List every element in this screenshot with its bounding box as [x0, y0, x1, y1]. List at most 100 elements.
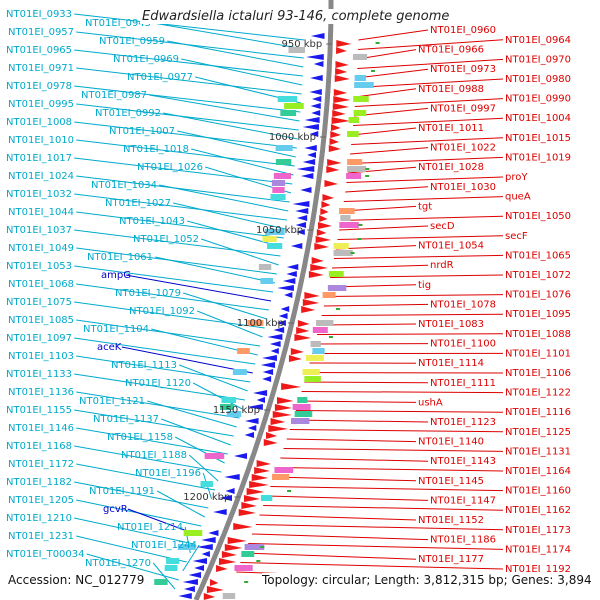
left-gene-label[interactable]: NT01EI_1027	[105, 198, 171, 209]
right-gene-label[interactable]: NT01EI_1100	[430, 339, 496, 350]
left-gene-label[interactable]: NT01EI_1146	[8, 423, 74, 434]
left-gene-label[interactable]: NT01EI_0969	[113, 54, 179, 65]
right-gene-label[interactable]: NT01EI_1125	[505, 427, 571, 438]
right-gene-label[interactable]: NT01EI_1131	[505, 446, 571, 457]
right-gene-label[interactable]: NT01EI_1022	[430, 143, 496, 154]
left-gene-label[interactable]: NT01EI_1244	[131, 540, 197, 551]
left-gene-label[interactable]: NT01EI_1075	[6, 297, 72, 308]
right-gene-label[interactable]: NT01EI_1145	[418, 476, 484, 487]
right-gene-label[interactable]: NT01EI_1101	[505, 348, 571, 359]
left-gene-label[interactable]: NT01EI_0971	[8, 63, 74, 74]
right-gene-label[interactable]: NT01EI_0960	[430, 25, 496, 36]
left-gene-label[interactable]: NT01EI_1137	[93, 414, 159, 425]
left-gene-label[interactable]: NT01EI_1133	[6, 369, 72, 380]
right-gene-label[interactable]: NT01EI_1111	[430, 378, 496, 389]
left-gene-label[interactable]: NT01EI_1104	[83, 324, 149, 335]
left-gene-label[interactable]: NT01EI_0978	[6, 81, 72, 92]
left-gene-label[interactable]: NT01EI_1158	[107, 432, 173, 443]
left-gene-label[interactable]: NT01EI_1037	[6, 225, 72, 236]
right-gene-label[interactable]: queA	[505, 192, 531, 203]
right-gene-label[interactable]: ushA	[418, 397, 443, 408]
left-gene-label[interactable]: NT01EI_1008	[6, 117, 72, 128]
right-gene-label[interactable]: NT01EI_1050	[505, 211, 571, 222]
left-gene-label[interactable]: NT01EI_1017	[6, 153, 72, 164]
right-gene-label[interactable]: nrdR	[430, 260, 454, 271]
right-gene-label[interactable]: tgt	[418, 201, 432, 212]
left-gene-label[interactable]: NT01EI_0959	[99, 36, 165, 47]
right-gene-label[interactable]: NT01EI_1030	[430, 182, 496, 193]
right-gene-label[interactable]: NT01EI_1162	[505, 505, 571, 516]
left-gene-label[interactable]: NT01EI_1210	[6, 513, 72, 524]
right-gene-label[interactable]: NT01EI_1177	[418, 554, 484, 565]
left-gene-label[interactable]: NT01EI_1053	[6, 261, 72, 272]
left-gene-label[interactable]: NT01EI_0995	[8, 99, 74, 110]
right-gene-label[interactable]: NT01EI_1088	[505, 329, 571, 340]
right-gene-label[interactable]: NT01EI_1140	[418, 437, 484, 448]
left-gene-label[interactable]: NT01EI_1079	[115, 288, 181, 299]
left-gene-label[interactable]: NT01EI_0992	[95, 108, 161, 119]
right-gene-label[interactable]: secF	[505, 231, 528, 242]
left-gene-label[interactable]: NT01EI_1136	[8, 387, 74, 398]
left-gene-label[interactable]: NT01EI_1182	[6, 477, 72, 488]
right-gene-label[interactable]: NT01EI_1028	[418, 162, 484, 173]
left-gene-label[interactable]: NT01EI_1032	[6, 189, 72, 200]
left-gene-label[interactable]: NT01EI_1024	[8, 171, 74, 182]
left-gene-label[interactable]: NT01EI_0965	[6, 45, 72, 56]
left-gene-label[interactable]: NT01EI_1191	[89, 486, 155, 497]
right-gene-label[interactable]: NT01EI_1078	[430, 299, 496, 310]
left-gene-label[interactable]: NT01EI_1097	[6, 333, 72, 344]
left-gene-label[interactable]: NT01EI_1172	[8, 459, 74, 470]
right-gene-label[interactable]: NT01EI_1095	[505, 309, 571, 320]
left-gene-label[interactable]: NT01EI_1061	[87, 252, 153, 263]
left-gene-label[interactable]: NT01EI_1043	[119, 216, 185, 227]
right-gene-label[interactable]: NT01EI_0970	[505, 54, 571, 65]
left-gene-label[interactable]: aceK	[97, 342, 122, 353]
right-gene-label[interactable]: NT01EI_1116	[505, 407, 571, 418]
left-gene-label[interactable]: NT01EI_1018	[123, 144, 189, 155]
right-gene-label[interactable]: NT01EI_1152	[418, 515, 484, 526]
left-gene-label[interactable]: NT01EI_1121	[79, 396, 145, 407]
left-gene-label[interactable]: NT01EI_1026	[137, 162, 203, 173]
left-gene-label[interactable]: NT01EI_1085	[8, 315, 74, 326]
left-gene-label[interactable]: NT01EI_1103	[8, 351, 74, 362]
left-gene-label[interactable]: NT01EI_0987	[81, 90, 147, 101]
right-gene-label[interactable]: tig	[418, 280, 431, 291]
right-gene-label[interactable]: NT01EI_1147	[430, 495, 496, 506]
left-gene-label[interactable]: NT01EI_0945	[85, 18, 151, 29]
right-gene-label[interactable]: NT01EI_1164	[505, 466, 571, 477]
left-gene-label[interactable]: NT01EI_1092	[129, 306, 195, 317]
right-gene-label[interactable]: NT01EI_0973	[430, 64, 496, 75]
right-gene-label[interactable]: NT01EI_1054	[418, 241, 484, 252]
right-gene-label[interactable]: NT01EI_1015	[505, 133, 571, 144]
right-gene-label[interactable]: secD	[430, 221, 455, 232]
right-gene-label[interactable]: NT01EI_1004	[505, 113, 571, 124]
right-gene-label[interactable]: NT01EI_1114	[418, 358, 484, 369]
left-gene-label[interactable]: NT01EI_1052	[133, 234, 199, 245]
right-gene-label[interactable]: NT01EI_1173	[505, 525, 571, 536]
left-gene-label[interactable]: NT01EI_1155	[6, 405, 72, 416]
right-gene-label[interactable]: NT01EI_0964	[505, 35, 571, 46]
left-gene-label[interactable]: NT01EI_1034	[91, 180, 157, 191]
right-gene-label[interactable]: NT01EI_1123	[430, 417, 496, 428]
right-gene-label[interactable]: NT01EI_1106	[505, 368, 571, 379]
left-gene-label[interactable]: NT01EI_0933	[6, 9, 72, 20]
right-gene-label[interactable]: NT01EI_1019	[505, 152, 571, 163]
right-gene-label[interactable]: NT01EI_1143	[430, 456, 496, 467]
left-gene-label[interactable]: NT01EI_T00034	[6, 549, 85, 560]
left-gene-label[interactable]: ampG	[101, 270, 131, 281]
right-gene-label[interactable]: NT01EI_1174	[505, 544, 571, 555]
left-gene-label[interactable]: NT01EI_1270	[85, 558, 151, 569]
left-gene-label[interactable]: NT01EI_1214	[117, 522, 183, 533]
right-gene-label[interactable]: NT01EI_1186	[430, 535, 496, 546]
right-gene-label[interactable]: NT01EI_0966	[418, 45, 484, 56]
right-gene-label[interactable]: NT01EI_1160	[505, 486, 571, 497]
left-gene-label[interactable]: NT01EI_1049	[8, 243, 74, 254]
left-gene-label[interactable]: NT01EI_1068	[8, 279, 74, 290]
right-gene-label[interactable]: NT01EI_1011	[418, 123, 484, 134]
left-gene-label[interactable]: NT01EI_1010	[8, 135, 74, 146]
right-gene-label[interactable]: proY	[505, 172, 528, 183]
left-gene-label[interactable]: gcvR	[103, 504, 128, 515]
right-gene-label[interactable]: NT01EI_1083	[418, 319, 484, 330]
left-gene-label[interactable]: NT01EI_1044	[8, 207, 74, 218]
left-gene-label[interactable]: NT01EI_1113	[111, 360, 177, 371]
